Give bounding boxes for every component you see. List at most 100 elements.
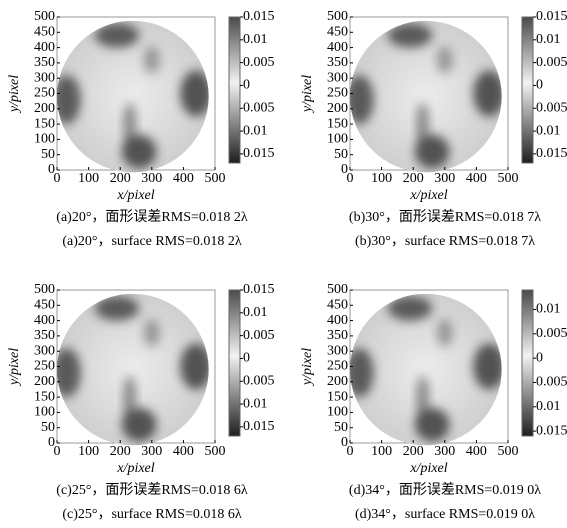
y-axis-label: y/pixel [7, 348, 22, 387]
colorbar-tick-label: 0.01 [536, 123, 561, 138]
x-tick-label: 100 [78, 444, 99, 459]
error-region [57, 75, 81, 125]
y-tick-label: 300 [327, 70, 348, 85]
colorbar-tick-label: 0.005 [243, 100, 275, 115]
colorbar-tick-label: 0.01 [243, 305, 268, 320]
x-axis-label: x/pixel [116, 461, 154, 476]
y-tick-label: 500 [327, 9, 348, 24]
y-tick-label: 200 [34, 374, 55, 389]
y-tick-label: 500 [34, 9, 55, 24]
colorbar [228, 289, 241, 437]
y-tick-label: 100 [327, 132, 348, 147]
colorbar [521, 289, 534, 437]
colorbar-tick-label: 0.01 [536, 32, 561, 47]
caption-cn: (d)34°，面形误差RMS=0.019 0λ [349, 482, 541, 498]
colorbar-tick-label: 0.005 [243, 328, 275, 343]
y-tick-label: 350 [34, 55, 55, 70]
x-tick-label: 400 [466, 444, 487, 459]
colorbar-tick-label: 0.005 [243, 55, 275, 70]
error-region [143, 319, 160, 347]
y-tick-label: 50 [334, 147, 348, 162]
error-region [350, 75, 374, 125]
x-tick-label: 500 [205, 444, 226, 459]
x-tick-label: 100 [371, 171, 392, 186]
y-tick-label: 350 [327, 328, 348, 343]
y-tick-label: 450 [327, 25, 348, 40]
y-tick-label: 50 [334, 420, 348, 435]
disk [350, 20, 502, 173]
y-tick-label: 0 [48, 435, 55, 450]
y-tick-label: 400 [34, 313, 55, 328]
x-tick-label: 400 [173, 444, 194, 459]
y-axis-label: y/pixel [300, 348, 315, 387]
colorbar-tick-label: 0.01 [243, 123, 268, 138]
y-tick-label: 50 [41, 420, 55, 435]
caption-en: (a)20°，surface RMS=0.018 2λ [62, 234, 242, 249]
x-tick-label: 200 [403, 171, 424, 186]
error-region [123, 102, 136, 146]
surface-map [57, 293, 209, 446]
y-tick-label: 300 [327, 343, 348, 358]
error-region [94, 23, 140, 48]
x-tick-label: 500 [498, 171, 519, 186]
disk [350, 293, 502, 446]
surface-map [350, 293, 502, 446]
panel: 0 100 200 300 400 500050100150200250300350400… [300, 9, 567, 249]
y-tick-label: 450 [327, 298, 348, 313]
caption-en: (d)34°，surface RMS=0.019 0λ [355, 507, 535, 522]
x-tick-label: 100 [371, 444, 392, 459]
y-tick-label: 500 [327, 282, 348, 297]
error-region [436, 319, 453, 347]
x-tick-label: 0 [347, 444, 354, 459]
y-tick-label: 250 [34, 86, 55, 101]
y-tick-label: 400 [34, 40, 55, 55]
y-tick-label: 100 [34, 132, 55, 147]
colorbar-tick-label: 0 [243, 351, 250, 366]
colorbar-tick-label: 0.005 [243, 373, 275, 388]
disk [57, 20, 209, 173]
colorbar-tick-label: 0 [536, 350, 543, 365]
x-tick-label: 300 [434, 171, 455, 186]
y-tick-label: 50 [41, 147, 55, 162]
colorbar-tick-label: 0 [536, 78, 543, 93]
error-region [416, 375, 429, 419]
colorbar-tick-label: 0.01 [243, 396, 268, 411]
y-tick-label: 350 [34, 328, 55, 343]
y-tick-label: 400 [327, 40, 348, 55]
x-tick-label: 200 [110, 171, 131, 186]
caption-en: (c)25°，surface RMS=0.018 6λ [62, 507, 242, 522]
panel: 0 100 200 300 400 500050100150200250300350400… [300, 282, 567, 522]
y-tick-label: 150 [327, 389, 348, 404]
y-tick-label: 150 [327, 116, 348, 131]
error-region [473, 343, 502, 390]
y-tick-label: 150 [34, 116, 55, 131]
y-tick-label: 250 [327, 86, 348, 101]
x-axis-label: x/pixel [409, 461, 447, 476]
colorbar-tick-label: 0.015 [243, 419, 275, 434]
colorbar-tick-label: 0.01 [536, 399, 561, 414]
caption-en: (b)30°，surface RMS=0.018 7λ [355, 234, 535, 249]
error-region [94, 296, 140, 321]
error-region [180, 343, 209, 390]
error-region [123, 375, 136, 419]
x-tick-label: 400 [466, 171, 487, 186]
y-tick-label: 400 [327, 313, 348, 328]
panel: 0 100 200 300 400 500050100150200250300350400… [7, 9, 274, 249]
x-tick-label: 500 [498, 444, 519, 459]
colorbar [228, 16, 241, 164]
x-tick-label: 500 [205, 171, 226, 186]
x-tick-label: 0 [347, 171, 354, 186]
y-tick-label: 450 [34, 25, 55, 40]
error-region [473, 70, 502, 117]
colorbar [521, 16, 534, 164]
y-tick-label: 450 [34, 298, 55, 313]
y-tick-label: 0 [341, 162, 348, 177]
disk [57, 293, 209, 446]
colorbar-tick-label: 0.01 [243, 32, 268, 47]
colorbar-tick-label: 0.005 [536, 100, 567, 115]
x-axis-label: x/pixel [116, 188, 154, 203]
y-tick-label: 150 [34, 389, 55, 404]
colorbar-tick-label: 0.015 [536, 146, 567, 161]
colorbar-tick-label: 0.005 [536, 375, 567, 390]
